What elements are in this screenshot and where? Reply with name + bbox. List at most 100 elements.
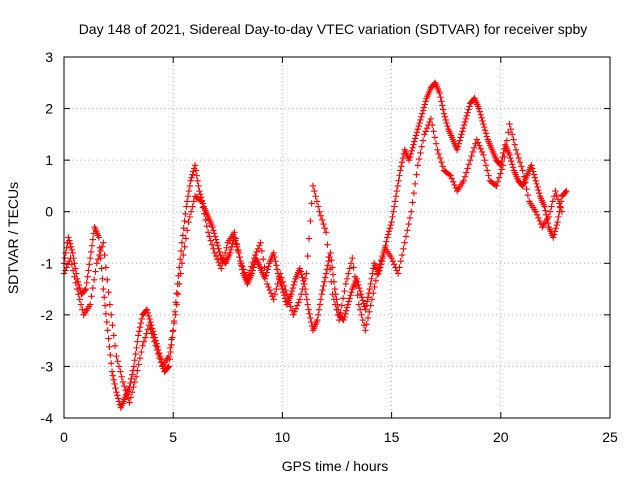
data-point-marker: [457, 134, 464, 141]
data-point-marker: [442, 116, 449, 124]
data-point-marker: [151, 338, 158, 345]
data-point-marker: [470, 144, 478, 151]
data-point-marker: [297, 291, 305, 298]
data-point-marker: [295, 299, 302, 306]
data-point-marker: [484, 167, 491, 174]
data-point-marker: [432, 140, 440, 147]
data-point-marker: [147, 318, 154, 326]
data-point-marker: [168, 336, 175, 343]
data-point-marker: [410, 141, 417, 148]
data-point-marker: [106, 343, 113, 351]
data-point-marker: [146, 315, 153, 323]
data-point-marker: [258, 247, 266, 255]
x-tick-label: 20: [493, 429, 509, 445]
data-point-marker: [430, 128, 437, 135]
data-point-marker: [372, 277, 380, 285]
data-point-marker: [187, 177, 194, 184]
data-point-marker: [479, 117, 486, 125]
data-point-marker: [431, 134, 439, 141]
data-point-marker: [475, 105, 483, 112]
data-point-marker: [273, 285, 280, 293]
data-point-marker: [353, 282, 360, 290]
x-tick-label: 25: [602, 429, 618, 445]
data-point-marker: [67, 243, 75, 250]
data-point-marker: [408, 208, 415, 215]
data-point-marker: [277, 270, 284, 277]
data-point-marker: [506, 120, 513, 128]
data-point-marker: [362, 327, 369, 334]
data-point-marker: [516, 159, 524, 166]
data-point-marker: [227, 246, 235, 254]
data-point-marker: [349, 254, 356, 262]
data-point-marker: [215, 259, 222, 266]
data-point-marker: [495, 174, 503, 181]
data-point-marker: [330, 296, 338, 303]
data-point-marker: [329, 271, 337, 278]
data-point-marker: [439, 163, 446, 170]
y-tick-label: -3: [41, 358, 54, 374]
data-point-marker: [115, 363, 123, 370]
data-point-marker: [386, 225, 394, 232]
data-point-marker: [415, 122, 422, 130]
data-point-marker: [296, 265, 304, 272]
data-point-marker: [444, 122, 451, 130]
data-point-marker: [509, 164, 517, 171]
data-point-marker: [195, 182, 202, 190]
data-point-marker: [112, 384, 119, 392]
data-point-marker: [421, 101, 428, 108]
data-point-marker: [369, 270, 376, 277]
data-point-marker: [320, 220, 327, 228]
data-point-marker: [301, 275, 309, 282]
data-point-marker: [213, 239, 221, 246]
data-point-marker: [181, 243, 188, 250]
data-point-marker: [501, 153, 508, 161]
data-point-marker: [257, 239, 264, 246]
data-point-marker: [207, 237, 214, 244]
data-point-marker: [325, 253, 332, 261]
x-tick-labels: 0 5 10 15 20 25: [60, 429, 618, 445]
data-point-marker: [478, 148, 486, 156]
data-point-marker: [356, 306, 364, 313]
data-point-marker: [405, 220, 412, 228]
y-tick-label: -2: [41, 307, 54, 323]
data-point-marker: [439, 102, 446, 109]
data-point-marker: [512, 146, 520, 154]
data-point-marker: [254, 245, 262, 253]
data-point-marker: [478, 114, 485, 122]
data-point-marker: [523, 185, 530, 193]
data-point-marker: [87, 254, 94, 262]
data-point-marker: [364, 294, 372, 301]
data-point-marker: [199, 204, 207, 211]
data-point-marker: [69, 267, 77, 274]
data-point-marker: [550, 234, 557, 241]
data-point-marker: [469, 148, 477, 156]
data-point-marker: [191, 162, 199, 169]
data-point-marker: [418, 143, 425, 150]
data-point-marker: [417, 116, 424, 124]
data-point-marker: [296, 296, 304, 303]
data-point-marker: [314, 316, 321, 324]
data-point-marker: [476, 142, 483, 149]
data-point-marker: [61, 254, 69, 262]
data-point-marker: [81, 286, 89, 294]
data-point-marker: [440, 110, 448, 117]
data-point-marker: [465, 161, 473, 168]
data-point-marker: [118, 373, 125, 380]
data-point-marker: [511, 141, 518, 148]
data-point-marker: [554, 196, 562, 203]
data-point-marker: [219, 260, 226, 267]
data-point-marker: [130, 383, 137, 391]
data-point-marker: [556, 200, 563, 207]
data-point-marker: [321, 278, 328, 286]
data-point-marker: [252, 251, 259, 259]
data-point-marker: [359, 316, 366, 324]
data-point-marker: [552, 225, 560, 232]
data-point-marker: [324, 241, 331, 248]
data-point-marker: [107, 311, 115, 319]
data-point-marker: [72, 279, 79, 287]
x-tick-label: 15: [384, 429, 400, 445]
data-point-marker: [367, 280, 374, 288]
data-point-marker: [135, 361, 142, 368]
data-point-marker: [355, 301, 363, 308]
data-point-marker: [510, 136, 517, 143]
